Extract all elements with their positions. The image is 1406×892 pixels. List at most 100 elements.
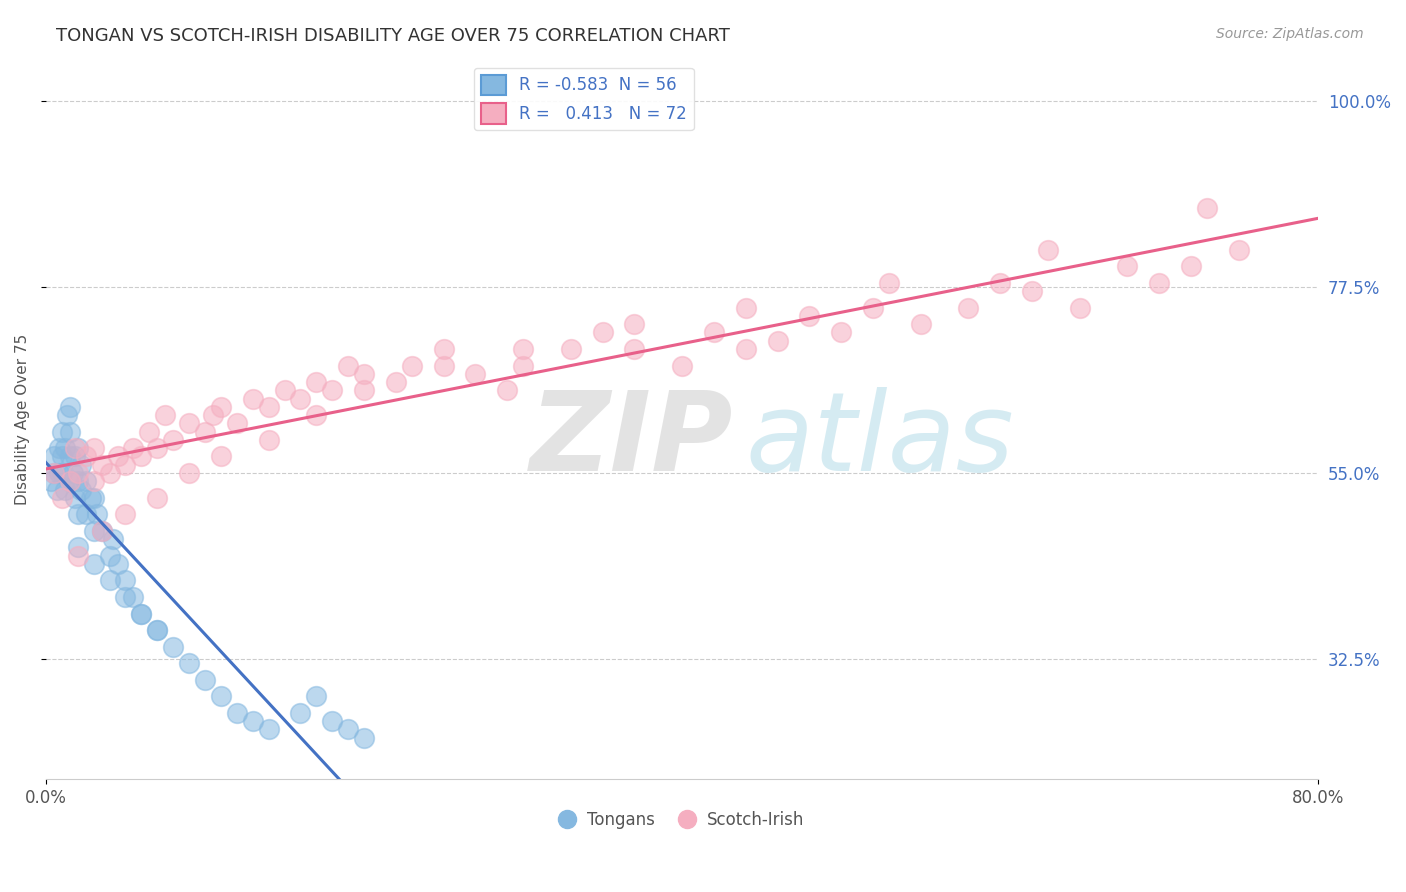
Point — [122, 590, 145, 604]
Point — [305, 375, 328, 389]
Text: TONGAN VS SCOTCH-IRISH DISABILITY AGE OVER 75 CORRELATION CHART: TONGAN VS SCOTCH-IRISH DISABILITY AGE OV… — [56, 27, 730, 45]
Point — [66, 475, 89, 489]
Point — [83, 491, 105, 505]
Point — [66, 508, 89, 522]
Point — [90, 524, 112, 538]
Point — [42, 466, 65, 480]
Point — [75, 450, 97, 464]
Point — [290, 392, 312, 406]
Point — [70, 483, 93, 497]
Point — [225, 417, 247, 431]
Point — [305, 690, 328, 704]
Point — [63, 450, 86, 464]
Text: atlas: atlas — [745, 387, 1014, 494]
Y-axis label: Disability Age Over 75: Disability Age Over 75 — [15, 334, 30, 505]
Point — [90, 524, 112, 538]
Point — [242, 714, 264, 728]
Point — [194, 425, 217, 439]
Point — [75, 508, 97, 522]
Point — [177, 466, 200, 480]
Point — [734, 301, 756, 315]
Point — [114, 458, 136, 472]
Point — [59, 425, 82, 439]
Point — [464, 367, 486, 381]
Point — [1180, 260, 1202, 274]
Point — [53, 483, 76, 497]
Point — [122, 441, 145, 455]
Point — [1036, 243, 1059, 257]
Point — [114, 590, 136, 604]
Point — [51, 425, 73, 439]
Point — [62, 466, 84, 480]
Point — [623, 317, 645, 331]
Point — [1147, 276, 1170, 290]
Point — [66, 466, 89, 480]
Point — [98, 466, 121, 480]
Point — [225, 706, 247, 720]
Point — [988, 276, 1011, 290]
Point — [146, 623, 169, 637]
Point — [1069, 301, 1091, 315]
Point — [66, 541, 89, 555]
Point — [48, 466, 70, 480]
Point — [98, 549, 121, 563]
Point — [107, 450, 129, 464]
Legend: Tongans, Scotch-Irish: Tongans, Scotch-Irish — [554, 804, 811, 835]
Point — [66, 441, 89, 455]
Point — [201, 408, 224, 422]
Point — [1021, 284, 1043, 298]
Point — [75, 475, 97, 489]
Point — [63, 491, 86, 505]
Point — [83, 557, 105, 571]
Point — [703, 326, 725, 340]
Text: Source: ZipAtlas.com: Source: ZipAtlas.com — [1216, 27, 1364, 41]
Point — [98, 574, 121, 588]
Point — [257, 433, 280, 447]
Point — [766, 334, 789, 348]
Point — [353, 384, 375, 398]
Point — [42, 450, 65, 464]
Point — [138, 425, 160, 439]
Point — [66, 549, 89, 563]
Point — [70, 458, 93, 472]
Point — [1227, 243, 1250, 257]
Point — [101, 532, 124, 546]
Point — [734, 342, 756, 356]
Point — [51, 450, 73, 464]
Point — [162, 640, 184, 654]
Point — [385, 375, 408, 389]
Point — [146, 441, 169, 455]
Point — [59, 475, 82, 489]
Point — [209, 690, 232, 704]
Point — [671, 359, 693, 373]
Point — [155, 408, 177, 422]
Point — [353, 731, 375, 745]
Point — [209, 450, 232, 464]
Point — [59, 400, 82, 414]
Point — [131, 607, 153, 621]
Point — [39, 475, 62, 489]
Point — [63, 441, 86, 455]
Point — [48, 441, 70, 455]
Point — [305, 408, 328, 422]
Point — [432, 359, 454, 373]
Point — [79, 491, 101, 505]
Point — [162, 433, 184, 447]
Point — [209, 400, 232, 414]
Point — [107, 557, 129, 571]
Point — [1195, 202, 1218, 216]
Point — [83, 441, 105, 455]
Point — [432, 342, 454, 356]
Point — [353, 367, 375, 381]
Point — [321, 714, 343, 728]
Point — [862, 301, 884, 315]
Point — [146, 491, 169, 505]
Point — [512, 342, 534, 356]
Point — [114, 508, 136, 522]
Point — [46, 483, 69, 497]
Point — [321, 384, 343, 398]
Point — [799, 309, 821, 323]
Point — [273, 384, 295, 398]
Point — [257, 723, 280, 737]
Point — [83, 475, 105, 489]
